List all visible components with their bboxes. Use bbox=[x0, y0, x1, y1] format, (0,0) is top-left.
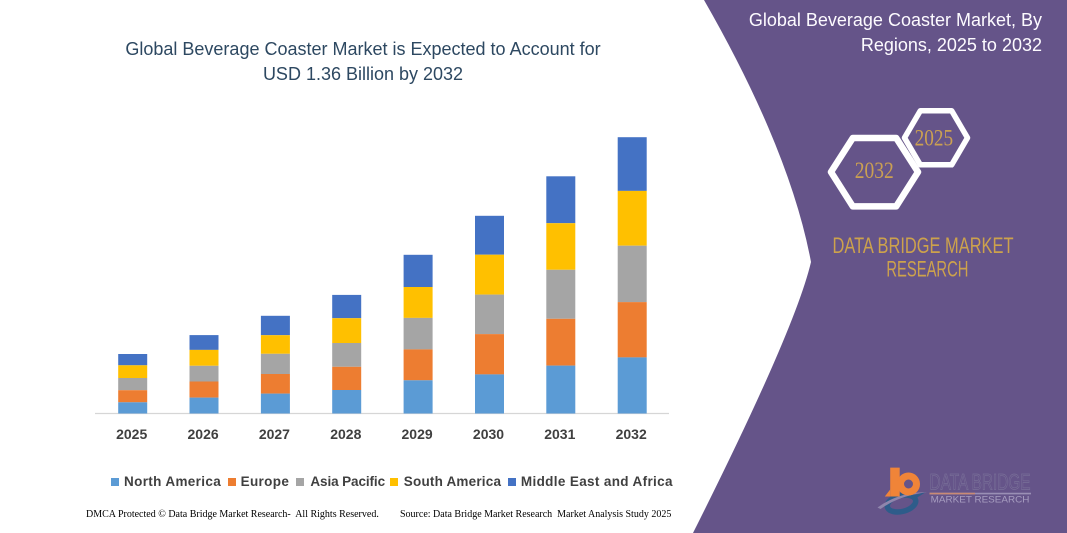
svg-text:MARKET RESEARCH: MARKET RESEARCH bbox=[931, 495, 1030, 505]
svg-text:DATA BRIDGE MARKET: DATA BRIDGE MARKET bbox=[833, 233, 1014, 258]
svg-text:DATA BRIDGE: DATA BRIDGE bbox=[930, 469, 1031, 494]
svg-text:RESEARCH: RESEARCH bbox=[886, 256, 968, 281]
svg-text:2032: 2032 bbox=[855, 158, 894, 183]
svg-text:2025: 2025 bbox=[915, 126, 954, 151]
